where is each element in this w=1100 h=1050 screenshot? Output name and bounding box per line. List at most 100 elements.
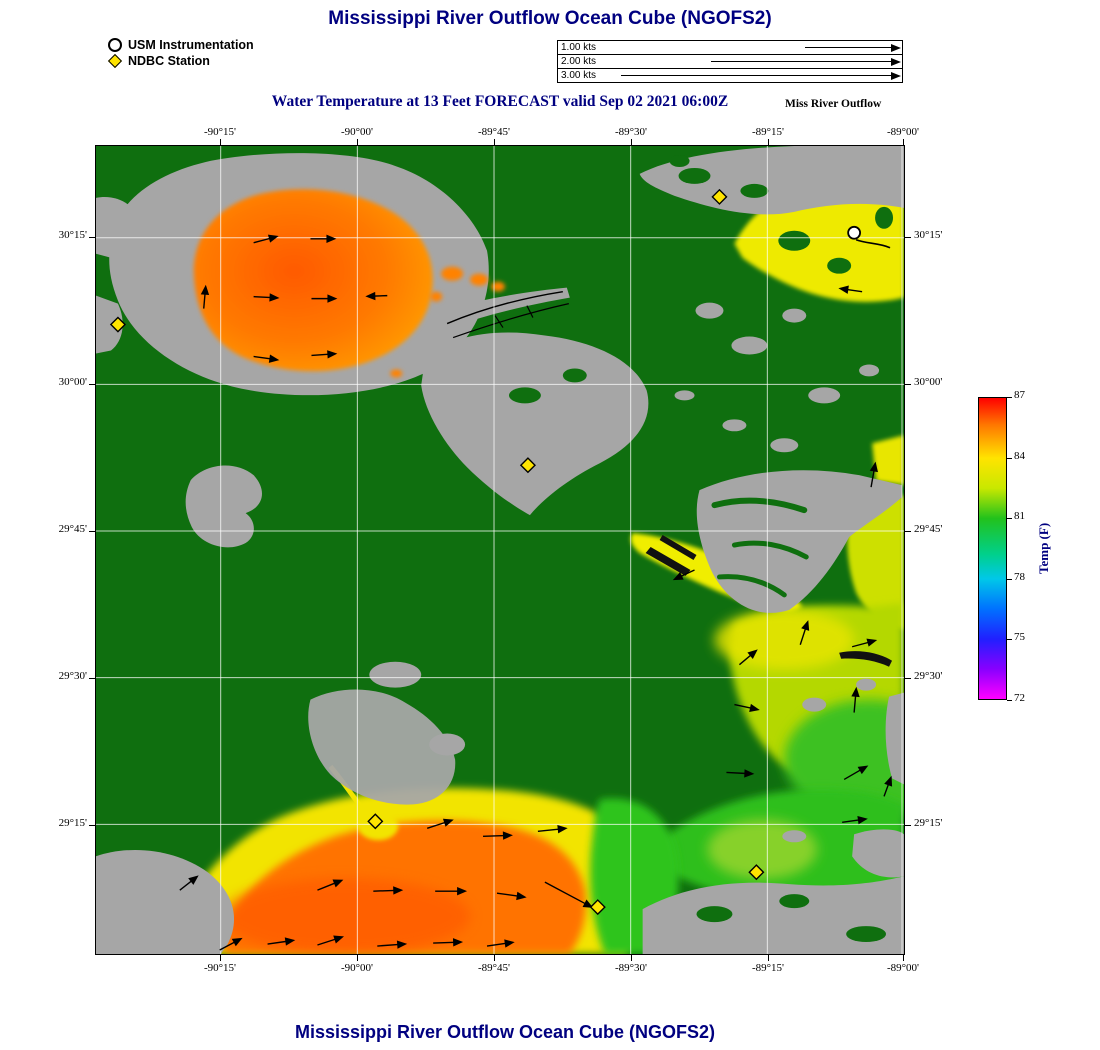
current-arrow (544, 881, 594, 908)
colorbar (978, 397, 1007, 700)
x-tick-label-top: -89°45' (477, 126, 511, 138)
current-arrow (253, 293, 280, 302)
current-arrow (883, 775, 893, 797)
plot-title-top: Mississippi River Outflow Ocean Cube (NG… (328, 8, 772, 29)
current-arrow (869, 461, 878, 488)
current-arrow (253, 234, 279, 244)
y-tick-label-left: 29°45' (58, 523, 87, 535)
y-tick-label-left: 30°00' (58, 376, 87, 388)
y-tick-label-left: 29°15' (58, 817, 87, 829)
current-arrow (851, 686, 860, 713)
x-tick-label-bottom: -89°15' (751, 962, 785, 974)
x-tick-label-bottom: -89°30' (614, 962, 648, 974)
current-arrow (426, 818, 454, 829)
ndbc-station-marker (519, 457, 536, 474)
velocity-arrow-tail (711, 61, 891, 62)
velocity-scale-row-1: 1.00 kts (558, 41, 902, 55)
legend-item-usm: USM Instrumentation (108, 37, 254, 53)
current-arrow (365, 291, 388, 301)
velocity-scale-label: 2.00 kts (561, 56, 597, 67)
axis-tick (1007, 518, 1012, 520)
velocity-scale-label: 3.00 kts (561, 70, 597, 81)
coastline-detail (446, 239, 891, 339)
velocity-arrow-head-icon (891, 71, 901, 80)
current-arrow (433, 938, 464, 947)
axis-tick (1007, 457, 1012, 459)
ndbc-station-marker (367, 813, 384, 830)
current-arrow (799, 620, 810, 645)
land-mask-detail (96, 146, 904, 954)
x-tick-label-bottom: -89°45' (477, 962, 511, 974)
current-arrow (851, 638, 878, 648)
current-arrow (317, 935, 345, 946)
current-arrow (377, 940, 408, 949)
axis-tick (631, 955, 632, 961)
current-arrow (310, 234, 337, 243)
y-tick-label-right: 29°30' (914, 670, 943, 682)
legend-label-ndbc: NDBC Station (128, 54, 210, 68)
x-tick-label-bottom: -90°00' (340, 962, 374, 974)
axis-tick (905, 384, 911, 385)
plot-title-bottom: Mississippi River Outflow Ocean Cube (NG… (294, 1022, 716, 1042)
y-tick-label-right: 30°15' (914, 229, 943, 241)
warm-lake-field (193, 189, 433, 372)
axis-tick (905, 531, 911, 532)
current-arrow (483, 831, 513, 840)
velocity-arrow-tail (621, 75, 891, 76)
ndbc-station-marker (748, 864, 765, 881)
grid-lines (96, 146, 904, 954)
current-arrow (267, 937, 296, 946)
x-tick-label-top: -89°30' (614, 126, 648, 138)
current-arrow (486, 939, 515, 948)
current-arrow (219, 937, 243, 951)
ndbc-station-marker (109, 316, 126, 333)
current-arrow (734, 703, 760, 713)
x-tick-label-bottom: -90°15' (203, 962, 237, 974)
x-tick-label-top: -90°15' (203, 126, 237, 138)
y-tick-label-right: 29°15' (914, 817, 943, 829)
axis-tick (905, 237, 911, 238)
current-arrow (838, 285, 863, 294)
y-tick-label-left: 30°15' (58, 229, 87, 241)
velocity-arrow-head-icon (891, 43, 901, 52)
current-arrow (843, 765, 869, 781)
usm-instrument-marker (847, 225, 862, 240)
ndbc-station-marker (711, 188, 728, 205)
velocity-arrow-head-icon (891, 57, 901, 66)
ndbc-diamond-icon (107, 53, 123, 69)
current-arrow (317, 879, 344, 891)
marsh-channels (711, 497, 809, 598)
axis-tick (903, 955, 904, 961)
y-tick-label-right: 30°00' (914, 376, 943, 388)
current-arrow (253, 354, 280, 363)
outflow-corner-label: Miss River Outflow (785, 98, 882, 110)
y-tick-label-left: 29°30' (58, 670, 87, 682)
colorbar-title: Temp (F) (1036, 522, 1051, 575)
axis-tick (357, 955, 358, 961)
legend-item-ndbc: NDBC Station (107, 53, 254, 69)
axis-tick (1007, 397, 1012, 398)
barrier-islands (645, 535, 893, 667)
current-arrow (496, 891, 527, 901)
current-arrow (311, 294, 338, 303)
current-arrow (672, 569, 695, 581)
x-tick-label-top: -89°15' (751, 126, 785, 138)
axis-tick (905, 825, 911, 826)
x-tick-label-top: -90°00' (340, 126, 374, 138)
current-arrow (842, 815, 868, 825)
axis-tick (494, 955, 495, 961)
map-frame (95, 145, 905, 955)
current-arrow (311, 350, 338, 359)
x-tick-label-bottom: -89°00' (886, 962, 920, 974)
ndbc-station-marker (589, 899, 606, 916)
y-tick-label-right: 29°45' (914, 523, 943, 535)
velocity-scale-row-2: 2.00 kts (558, 55, 902, 69)
marsh-islets (508, 154, 894, 943)
current-arrow (200, 284, 210, 309)
axis-tick (1007, 578, 1012, 580)
axis-tick (905, 678, 911, 679)
axis-tick (1007, 639, 1012, 641)
current-arrow (179, 875, 199, 891)
velocity-scale-label: 1.00 kts (561, 42, 597, 53)
